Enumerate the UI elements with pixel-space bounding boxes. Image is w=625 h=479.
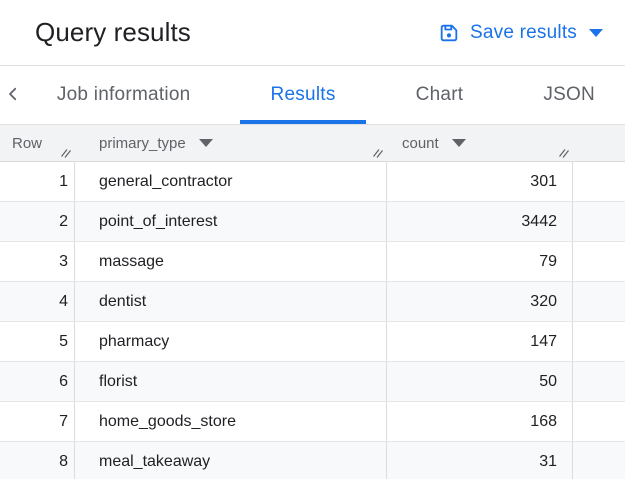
- count-cell: 320: [387, 282, 573, 321]
- scroll-tabs-left-button[interactable]: [0, 66, 27, 124]
- primary-type-cell: dentist: [75, 282, 387, 321]
- row-number-cell: 6: [0, 362, 75, 401]
- primary-type-cell: massage: [75, 242, 387, 281]
- filler-cell: [573, 442, 625, 479]
- table-row: 7 home_goods_store 168: [0, 402, 625, 442]
- count-cell: 50: [387, 362, 573, 401]
- results-header-bar: Query results Save results: [0, 0, 625, 66]
- tab-list: Job information Results Chart JSON: [27, 66, 625, 124]
- page-title: Query results: [35, 17, 191, 47]
- row-number-cell: 1: [0, 162, 75, 201]
- column-resize-handle-icon[interactable]: [58, 145, 72, 159]
- count-cell: 168: [387, 402, 573, 441]
- count-cell: 31: [387, 442, 573, 479]
- row-number-cell: 3: [0, 242, 75, 281]
- table-row: 1 general_contractor 301: [0, 162, 625, 202]
- filler-cell: [573, 242, 625, 281]
- count-cell: 147: [387, 322, 573, 361]
- column-header-primary-type-label: primary_type: [99, 134, 186, 152]
- column-resize-handle-icon[interactable]: [556, 145, 570, 159]
- column-header-count[interactable]: count: [387, 125, 573, 161]
- column-header-filler: [573, 125, 625, 161]
- table-row: 2 point_of_interest 3442: [0, 202, 625, 242]
- caret-down-icon[interactable]: [198, 139, 213, 147]
- primary-type-cell: point_of_interest: [75, 202, 387, 241]
- caret-down-icon: [589, 28, 603, 37]
- row-number-cell: 7: [0, 402, 75, 441]
- tab-chart[interactable]: Chart: [386, 66, 494, 124]
- column-header-primary-type[interactable]: primary_type: [75, 125, 387, 161]
- count-cell: 3442: [387, 202, 573, 241]
- column-header-row: Row: [0, 125, 75, 161]
- primary-type-cell: home_goods_store: [75, 402, 387, 441]
- caret-down-icon[interactable]: [451, 139, 466, 147]
- table-row: 8 meal_takeaway 31: [0, 442, 625, 479]
- filler-cell: [573, 282, 625, 321]
- count-cell: 79: [387, 242, 573, 281]
- tab-results[interactable]: Results: [240, 66, 365, 124]
- save-results-label: Save results: [470, 21, 577, 43]
- row-number-cell: 8: [0, 442, 75, 479]
- filler-cell: [573, 162, 625, 201]
- save-icon: [438, 22, 460, 44]
- results-table-header: Row primary_type count: [0, 125, 625, 162]
- primary-type-cell: meal_takeaway: [75, 442, 387, 479]
- primary-type-cell: general_contractor: [75, 162, 387, 201]
- table-row: 5 pharmacy 147: [0, 322, 625, 362]
- primary-type-cell: pharmacy: [75, 322, 387, 361]
- count-cell: 301: [387, 162, 573, 201]
- table-row: 4 dentist 320: [0, 282, 625, 322]
- tab-json[interactable]: JSON: [513, 66, 625, 124]
- row-number-cell: 5: [0, 322, 75, 361]
- results-table-body: 1 general_contractor 301 2 point_of_inte…: [0, 162, 625, 479]
- table-row: 3 massage 79: [0, 242, 625, 282]
- results-tab-bar: Job information Results Chart JSON: [0, 66, 625, 125]
- filler-cell: [573, 322, 625, 361]
- save-results-button[interactable]: Save results: [438, 22, 603, 44]
- column-header-count-label: count: [402, 134, 439, 152]
- row-number-cell: 4: [0, 282, 75, 321]
- filler-cell: [573, 402, 625, 441]
- filler-cell: [573, 362, 625, 401]
- column-header-row-label: Row: [12, 134, 43, 152]
- row-number-cell: 2: [0, 202, 75, 241]
- tab-job-information[interactable]: Job information: [27, 66, 221, 124]
- primary-type-cell: florist: [75, 362, 387, 401]
- column-resize-handle-icon[interactable]: [370, 145, 384, 159]
- table-row: 6 florist 50: [0, 362, 625, 402]
- filler-cell: [573, 202, 625, 241]
- chevron-left-icon: [4, 85, 22, 106]
